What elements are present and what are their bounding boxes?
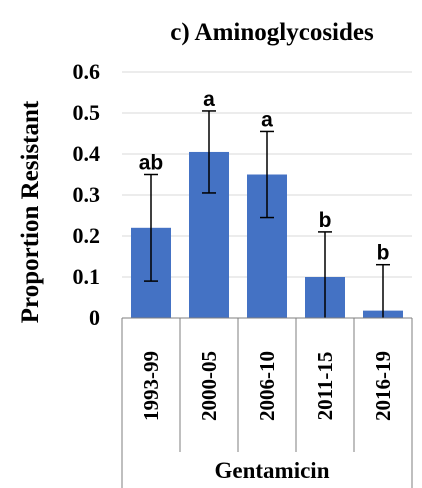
y-tick-label: 0.5 (73, 100, 101, 125)
x-tick-label: 2016-19 (371, 351, 395, 421)
y-tick-label: 0.6 (73, 59, 101, 84)
y-tick-label: 0 (89, 305, 100, 330)
x-tick-label: 2000-05 (197, 351, 221, 421)
x-axis-table (121, 317, 413, 488)
x-axis-label: Gentamicin (215, 458, 330, 483)
x-tick-label: 1993-99 (139, 351, 163, 421)
y-tick-label: 0.2 (73, 223, 101, 248)
error-bars (144, 110, 390, 318)
significance-label: ab (139, 152, 164, 175)
y-tick-labels: 0 0.1 0.2 0.3 0.4 0.5 0.6 (73, 59, 101, 330)
significance-label: b (319, 209, 332, 232)
chart-title: c) Aminoglycosides (170, 19, 374, 46)
x-tick-label: 2006-10 (255, 351, 279, 421)
y-tick-label: 0.4 (73, 141, 101, 166)
significance-label: a (203, 88, 215, 111)
x-tick-labels: 1993-99 2000-05 2006-10 2011-15 2016-19 (139, 351, 395, 421)
x-tick-label: 2011-15 (313, 352, 337, 421)
significance-label: a (261, 108, 273, 131)
significance-label: b (377, 242, 390, 265)
y-tick-label: 0.1 (73, 264, 101, 289)
y-tick-label: 0.3 (73, 182, 101, 207)
y-axis-label: Proportion Resistant (17, 100, 44, 323)
